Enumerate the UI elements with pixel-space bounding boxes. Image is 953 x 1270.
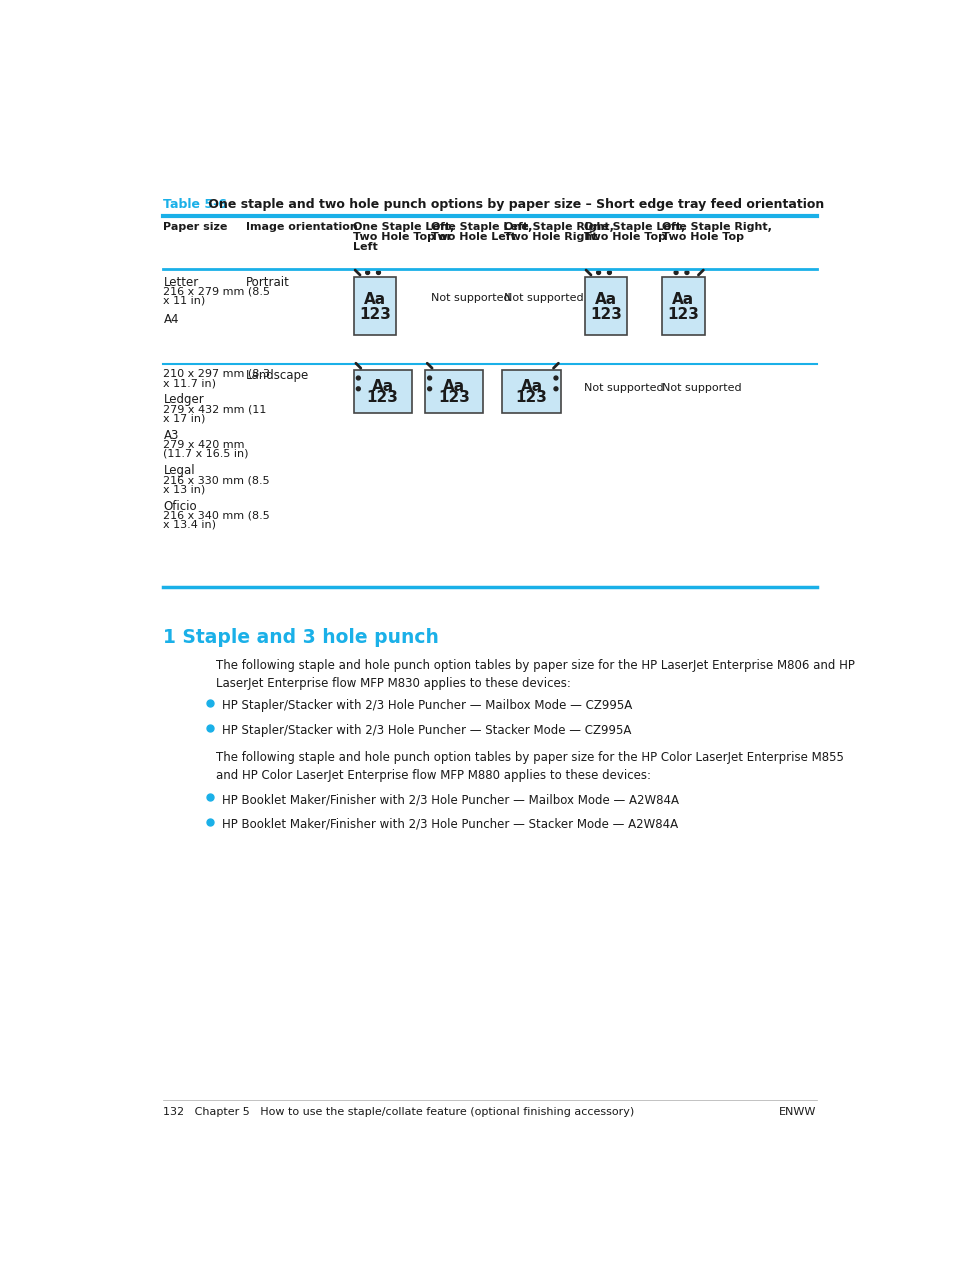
Circle shape bbox=[554, 376, 558, 380]
Text: Aa: Aa bbox=[442, 378, 465, 394]
Text: x 13.4 in): x 13.4 in) bbox=[163, 519, 216, 530]
Text: 216 x 279 mm (8.5: 216 x 279 mm (8.5 bbox=[163, 286, 270, 296]
Text: Two Hole Top: Two Hole Top bbox=[661, 231, 743, 241]
Text: 123: 123 bbox=[667, 307, 699, 323]
Text: Two Hole Left: Two Hole Left bbox=[431, 231, 516, 241]
Text: Not supported: Not supported bbox=[431, 292, 510, 302]
Text: Aa: Aa bbox=[520, 378, 542, 394]
Text: A4: A4 bbox=[163, 312, 179, 325]
Text: Aa: Aa bbox=[595, 292, 617, 306]
Text: (11.7 x 16.5 in): (11.7 x 16.5 in) bbox=[163, 448, 249, 458]
Text: 123: 123 bbox=[589, 307, 621, 323]
Text: Ledger: Ledger bbox=[163, 394, 204, 406]
Text: 279 x 432 mm (11: 279 x 432 mm (11 bbox=[163, 404, 267, 414]
Circle shape bbox=[365, 271, 369, 274]
Text: x 17 in): x 17 in) bbox=[163, 414, 206, 423]
Text: Aa: Aa bbox=[672, 292, 694, 306]
Bar bbox=[584, 277, 627, 335]
Text: One Staple Left,: One Staple Left, bbox=[353, 222, 455, 231]
Text: 123: 123 bbox=[358, 307, 391, 323]
Text: Oficio: Oficio bbox=[163, 499, 197, 513]
Text: 132   Chapter 5   How to use the staple/collate feature (optional finishing acce: 132 Chapter 5 How to use the staple/coll… bbox=[163, 1107, 634, 1118]
Circle shape bbox=[596, 271, 599, 274]
Text: One Staple Left,: One Staple Left, bbox=[431, 222, 532, 231]
Circle shape bbox=[427, 387, 431, 391]
Text: Not supported: Not supported bbox=[661, 384, 740, 394]
Text: The following staple and hole punch option tables by paper size for the HP Color: The following staple and hole punch opti… bbox=[216, 752, 843, 782]
Text: x 13 in): x 13 in) bbox=[163, 484, 206, 494]
Text: 123: 123 bbox=[437, 390, 470, 405]
Bar bbox=[354, 277, 395, 335]
Text: Image orientation: Image orientation bbox=[245, 222, 357, 231]
Text: Two Hole Right: Two Hole Right bbox=[504, 231, 598, 241]
Circle shape bbox=[554, 387, 558, 391]
Text: Left: Left bbox=[353, 241, 377, 251]
Text: A3: A3 bbox=[163, 429, 178, 442]
Text: Aa: Aa bbox=[363, 292, 386, 306]
Bar bbox=[424, 371, 482, 413]
Bar bbox=[502, 371, 560, 413]
Text: Portrait: Portrait bbox=[245, 276, 289, 288]
Text: 216 x 330 mm (8.5: 216 x 330 mm (8.5 bbox=[163, 475, 270, 485]
Text: 279 x 420 mm: 279 x 420 mm bbox=[163, 439, 245, 450]
Circle shape bbox=[376, 271, 380, 274]
Circle shape bbox=[674, 271, 678, 274]
Text: 210 x 297 mm (8.3: 210 x 297 mm (8.3 bbox=[163, 368, 270, 378]
Text: 1 Staple and 3 hole punch: 1 Staple and 3 hole punch bbox=[163, 629, 438, 648]
Text: Aa: Aa bbox=[372, 378, 394, 394]
Bar bbox=[661, 277, 704, 335]
Text: Not supported: Not supported bbox=[583, 384, 663, 394]
Text: HP Stapler/Stacker with 2/3 Hole Puncher — Mailbox Mode — CZ995A: HP Stapler/Stacker with 2/3 Hole Puncher… bbox=[221, 698, 631, 712]
Text: Two Hole Top: Two Hole Top bbox=[583, 231, 665, 241]
Text: Letter: Letter bbox=[163, 276, 198, 288]
Text: ENWW: ENWW bbox=[779, 1107, 816, 1118]
Text: Table 5-6: Table 5-6 bbox=[163, 198, 227, 211]
Text: One Staple Right,: One Staple Right, bbox=[504, 222, 614, 231]
Bar bbox=[354, 371, 412, 413]
Text: Not supported: Not supported bbox=[504, 292, 583, 302]
Circle shape bbox=[607, 271, 611, 274]
Text: x 11.7 in): x 11.7 in) bbox=[163, 378, 216, 389]
Text: 216 x 340 mm (8.5: 216 x 340 mm (8.5 bbox=[163, 511, 270, 521]
Circle shape bbox=[356, 376, 360, 380]
Text: Paper size: Paper size bbox=[163, 222, 228, 231]
Circle shape bbox=[356, 387, 360, 391]
Text: x 11 in): x 11 in) bbox=[163, 296, 206, 306]
Text: One Staple Right,: One Staple Right, bbox=[661, 222, 771, 231]
Text: HP Stapler/Stacker with 2/3 Hole Puncher — Stacker Mode — CZ995A: HP Stapler/Stacker with 2/3 Hole Puncher… bbox=[221, 724, 630, 737]
Text: Legal: Legal bbox=[163, 465, 194, 478]
Text: Landscape: Landscape bbox=[245, 368, 309, 382]
Text: Two Hole Top or: Two Hole Top or bbox=[353, 231, 452, 241]
Text: One staple and two hole punch options by paper size – Short edge tray feed orien: One staple and two hole punch options by… bbox=[204, 198, 823, 211]
Text: HP Booklet Maker/Finisher with 2/3 Hole Puncher — Mailbox Mode — A2W84A: HP Booklet Maker/Finisher with 2/3 Hole … bbox=[221, 792, 678, 806]
Text: 123: 123 bbox=[515, 390, 547, 405]
Text: One Staple Left,: One Staple Left, bbox=[583, 222, 685, 231]
Text: HP Booklet Maker/Finisher with 2/3 Hole Puncher — Stacker Mode — A2W84A: HP Booklet Maker/Finisher with 2/3 Hole … bbox=[221, 818, 677, 831]
Circle shape bbox=[427, 376, 431, 380]
Text: 123: 123 bbox=[366, 390, 398, 405]
Circle shape bbox=[684, 271, 688, 274]
Text: The following staple and hole punch option tables by paper size for the HP Laser: The following staple and hole punch opti… bbox=[216, 659, 854, 690]
